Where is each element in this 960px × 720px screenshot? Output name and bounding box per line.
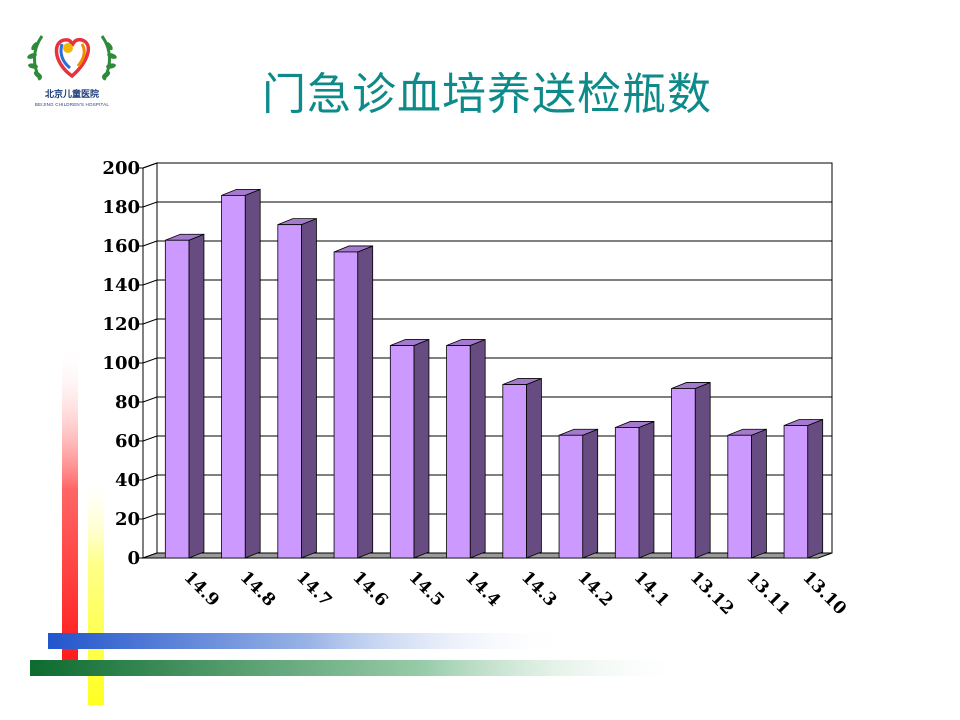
gridline-side	[142, 513, 158, 520]
y-tick-label: 40	[115, 470, 140, 491]
bar-front	[502, 384, 527, 559]
bar-side	[413, 338, 430, 559]
x-tick-label: 14.2	[573, 567, 616, 610]
grid-lines	[142, 162, 832, 520]
gridline-side	[142, 201, 158, 208]
y-tick-label: 180	[102, 197, 140, 218]
plot-floor	[142, 552, 833, 559]
bar	[333, 245, 374, 559]
x-tick-label: 13.10	[798, 567, 850, 619]
bar	[277, 218, 317, 559]
gridline-side	[142, 435, 158, 442]
bar-front	[221, 194, 246, 559]
deco-green-bar	[30, 660, 690, 676]
bar-side	[694, 381, 711, 559]
x-tick-label: 14.8	[236, 567, 279, 610]
gridline-side	[142, 318, 158, 325]
bar	[164, 233, 205, 559]
y-tick-label: 160	[102, 236, 140, 257]
y-tick-label: 60	[115, 431, 140, 452]
deco-red-bar	[62, 345, 78, 665]
bar-front	[558, 434, 584, 559]
bar	[389, 338, 430, 559]
bar-front	[333, 251, 359, 559]
bar	[727, 428, 767, 559]
bar-front	[671, 388, 696, 559]
bar-side	[582, 428, 599, 559]
hospital-logo: 北京儿童医院 BEIJING CHILDREN'S HOSPITAL	[22, 18, 122, 118]
x-tick-label: 13.12	[686, 567, 738, 619]
gridline-side	[142, 357, 158, 364]
x-tick-label: 13.11	[742, 567, 794, 619]
y-tick-label: 20	[115, 509, 140, 530]
bar	[446, 338, 486, 559]
logo-name-en: BEIJING CHILDREN'S HOSPITAL	[34, 102, 110, 107]
gridline-side	[142, 279, 158, 286]
y-tick-label: 100	[102, 353, 140, 374]
bar-side	[357, 245, 374, 559]
bar-front	[389, 345, 415, 559]
axes	[138, 167, 144, 559]
y-tick-label: 80	[115, 392, 140, 413]
gridline-side	[142, 162, 158, 169]
x-tick-label: 14.6	[348, 567, 391, 610]
y-tick-label: 140	[102, 275, 140, 296]
x-tick-label: 14.7	[292, 567, 335, 610]
y-tick-label: 120	[102, 314, 140, 335]
gridline-side	[142, 396, 158, 403]
bar-side	[751, 428, 767, 559]
bar	[614, 420, 655, 559]
bar-side	[469, 338, 486, 559]
gridline-side	[142, 474, 158, 481]
slide-title: 门急诊血培养送检瓶数	[262, 69, 712, 120]
bar	[671, 381, 711, 559]
bar-side	[188, 233, 205, 559]
bar-front	[783, 425, 809, 559]
bar	[221, 188, 261, 559]
y-tick-labels: 0 20 40 60 80 100 120 140 160 180 200	[102, 158, 140, 569]
x-tick-label: 14.3	[517, 567, 560, 610]
bar	[558, 428, 599, 559]
bar-front	[727, 434, 752, 559]
y-tick-label: 0	[127, 548, 140, 569]
bar	[783, 418, 824, 559]
x-tick-labels: 14.9 14.8 14.7 14.6 14.5 14.4 14.3 14.2 14.1 13.1…	[180, 567, 851, 619]
logo-name-cn: 北京儿童医院	[44, 90, 99, 100]
bars	[164, 188, 824, 559]
bar-side	[244, 188, 261, 559]
bar-side	[638, 420, 655, 559]
y-tick-label: 200	[102, 158, 140, 179]
x-tick-label: 14.9	[180, 567, 223, 610]
bar	[502, 377, 542, 559]
logo-emblem-icon	[27, 35, 117, 81]
bar-front	[277, 224, 302, 559]
bar-front	[446, 345, 471, 559]
deco-blue-bar	[48, 633, 568, 649]
x-tick-label: 14.5	[405, 567, 448, 610]
x-tick-label: 14.1	[630, 567, 673, 610]
x-tick-label: 14.4	[461, 567, 505, 611]
gridline-side	[142, 240, 158, 247]
bar-front	[614, 427, 640, 559]
bar-side	[526, 377, 542, 559]
bar-side	[301, 218, 317, 559]
bar-front	[164, 239, 190, 559]
bar-side	[807, 418, 824, 559]
